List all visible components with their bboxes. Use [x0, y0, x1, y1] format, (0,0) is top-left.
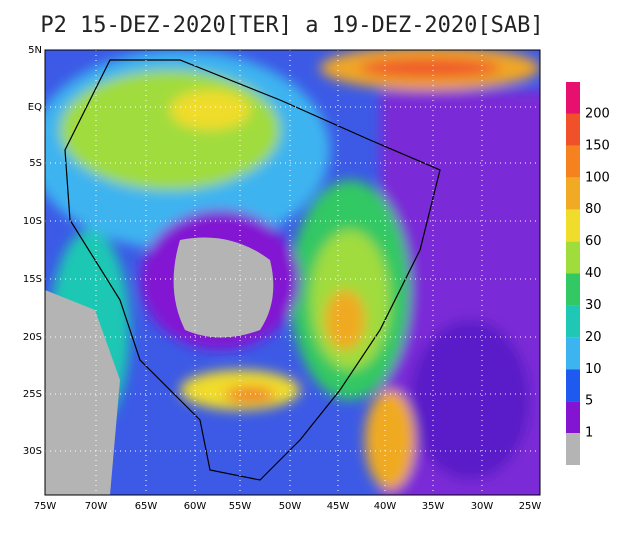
lon-label: 50W: [279, 501, 302, 512]
lat-label: 5S: [29, 158, 42, 169]
colorbar-label: 150: [585, 138, 610, 153]
map-frame: [44, 49, 541, 496]
lon-label: 30W: [471, 501, 494, 512]
lon-label: 25W: [519, 501, 542, 512]
lat-label: 5N: [28, 45, 42, 56]
lat-label: 10S: [23, 216, 42, 227]
colorbar-label: 40: [585, 266, 602, 281]
colorbar-swatch: [566, 369, 580, 402]
lat-label: 20S: [23, 332, 42, 343]
lon-label: 35W: [422, 501, 445, 512]
colorbar-swatch: [566, 113, 580, 146]
colorbar-swatch: [566, 401, 580, 434]
colorbar-label: 1: [585, 426, 593, 441]
colorbar-swatch: [566, 145, 580, 178]
lat-label: 15S: [23, 274, 42, 285]
colorbar-label: 200: [585, 106, 610, 121]
lon-label: 60W: [184, 501, 207, 512]
colorbar-swatch: [566, 209, 580, 242]
lon-label: 40W: [374, 501, 397, 512]
colorbar-label: 100: [585, 170, 610, 185]
colorbar-label: 10: [585, 362, 602, 377]
colorbar-swatch: [566, 433, 580, 465]
lon-label: 55W: [229, 501, 252, 512]
lat-label: 25S: [23, 389, 42, 400]
colorbar-swatch: [566, 337, 580, 370]
colorbar-swatch: [566, 273, 580, 306]
colorbar-label: 60: [585, 234, 602, 249]
colorbar-label: 30: [585, 298, 602, 313]
colorbar-swatch: [566, 82, 580, 114]
lon-label: 70W: [85, 501, 108, 512]
colorbar-swatch: [566, 305, 580, 338]
lat-label: 30S: [23, 446, 42, 457]
lon-label: 75W: [34, 501, 57, 512]
precip-field: [45, 50, 540, 495]
colorbar-label: 5: [585, 394, 593, 409]
title: P2 15-DEZ-2020[TER] a 19-DEZ-2020[SAB]: [40, 13, 543, 38]
colorbar-label: 80: [585, 202, 602, 217]
lat-label: EQ: [28, 102, 42, 113]
lon-label: 65W: [135, 501, 158, 512]
lon-label: 45W: [327, 501, 350, 512]
colorbar-label: 20: [585, 330, 602, 345]
colorbar-swatch: [566, 177, 580, 210]
colorbar-swatch: [566, 241, 580, 274]
